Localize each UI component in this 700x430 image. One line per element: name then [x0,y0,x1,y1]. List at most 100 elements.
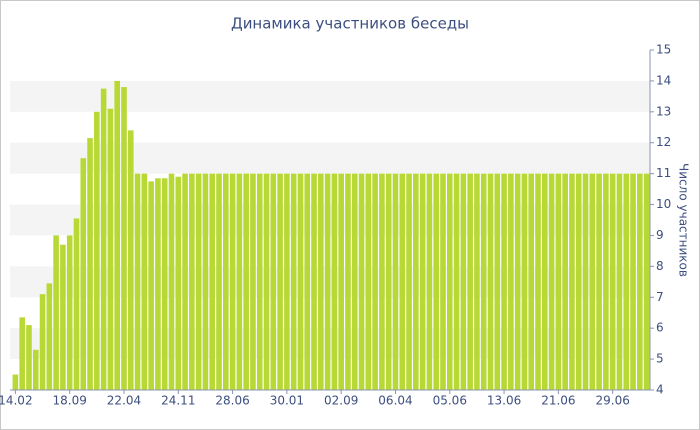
bar [433,173,440,390]
bar [589,173,596,390]
bar [141,173,148,390]
bar [379,173,385,390]
bar [270,173,277,390]
bar [358,173,365,390]
bar [419,173,426,390]
bar [94,111,100,391]
bar [569,173,575,390]
bar [630,173,636,390]
bar [318,173,324,390]
bar [413,173,419,390]
bar [460,173,467,390]
bar [229,173,236,390]
bar [121,87,127,390]
x-tick-label: 21.06 [541,394,575,408]
bar [243,173,249,390]
y-tick-label: 8 [656,259,664,273]
bar [250,173,256,390]
y-tick-label: 4 [656,383,664,397]
bar [263,173,270,390]
bar [324,173,331,390]
bar [623,173,630,390]
bar [127,130,134,390]
bar [182,173,188,390]
bar [304,173,311,390]
y-tick-label: 7 [656,290,664,304]
bar [290,173,297,390]
bar [236,173,243,390]
bar [277,173,283,390]
x-tick-label: 18.09 [53,394,87,408]
bar [114,80,121,390]
bar [643,173,650,390]
bar [26,325,32,390]
x-tick-label: 24.11 [161,394,195,408]
bar [80,158,87,390]
bar [256,173,263,390]
bar [494,173,501,390]
y-tick-label: 13 [656,104,671,118]
bar [392,173,399,390]
x-tick-label: 02.09 [324,394,358,408]
bar [32,349,39,390]
bar [73,218,80,390]
bar [351,173,358,390]
bar [426,173,433,390]
bar [222,173,229,390]
y-tick-label: 10 [656,197,671,211]
x-tick-label: 13.06 [487,394,521,408]
bar [189,173,195,390]
bar [406,173,412,390]
bar [467,173,473,390]
bar [87,138,93,390]
bar [582,173,589,390]
bar [345,173,351,390]
bar [440,173,446,390]
bar [535,173,541,390]
bar [385,173,392,390]
y-axis-label: Число участников [677,163,691,277]
bar [66,235,73,390]
x-tick-label: 14.02 [0,394,33,408]
x-tick-label: 05.06 [433,394,467,408]
bar [474,173,480,390]
y-tick-label: 12 [656,135,671,149]
bar [134,173,141,390]
bar [616,173,623,390]
bar [508,173,514,390]
bar [453,173,460,390]
bar [148,181,154,390]
bar [161,178,168,390]
bar [195,173,202,390]
bar [637,173,643,390]
bar [562,173,568,390]
bar [100,88,107,391]
bar [284,173,290,390]
bar [575,173,582,390]
bar [338,173,344,390]
bar [311,173,317,390]
bar [209,173,216,390]
bar [480,173,487,390]
bar [501,173,507,390]
bar [39,294,46,390]
bar [175,176,182,390]
bar [514,173,521,390]
x-tick-label: 29.06 [595,394,629,408]
bar [155,178,161,390]
y-tick-label: 15 [656,43,671,57]
bar [19,317,25,390]
bar [216,173,222,390]
bar [555,173,562,390]
x-tick-label: 30.01 [270,394,304,408]
bar [297,173,304,390]
y-tick-label: 11 [656,166,671,180]
bar [60,244,66,390]
x-tick-label: 28.06 [215,394,249,408]
bar [487,173,494,390]
bar [609,173,616,390]
bar [603,173,609,390]
bar [107,108,114,391]
